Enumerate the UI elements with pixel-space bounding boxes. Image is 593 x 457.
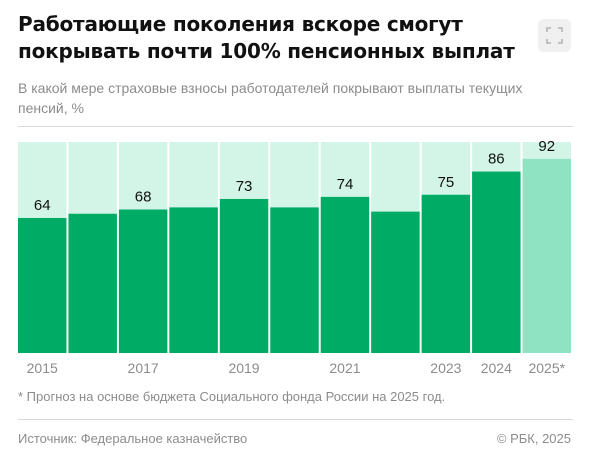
chart-subtitle: В какой мере страховые взносы работодате…	[18, 80, 523, 116]
bar-2019	[219, 198, 269, 353]
chart-title: Работающие поколения вскоре смогут покры…	[18, 12, 515, 63]
source-text: Источник: Федеральное казначейство	[18, 431, 248, 446]
bottom-divider	[18, 419, 573, 420]
bar-chart: 64 2015 68 2017 73 2019 74 2021 75 2023 86 2024 92 20…	[18, 138, 571, 376]
data-label: 64	[34, 197, 51, 214]
bar-2024	[472, 171, 521, 353]
top-divider	[18, 126, 573, 127]
x-tick-label: 2021	[329, 360, 360, 376]
forecast-footnote: * Прогноз на основе бюджета Социального …	[18, 389, 446, 404]
bar-2022	[371, 211, 420, 353]
data-label: 86	[488, 151, 505, 168]
bar-2015	[18, 217, 67, 353]
x-tick-label: 2017	[128, 360, 159, 376]
data-label: 74	[337, 176, 354, 193]
expand-button[interactable]	[538, 19, 571, 52]
expand-icon	[546, 27, 563, 44]
x-tick-label: 2025*	[528, 360, 565, 376]
data-label: 68	[135, 189, 152, 206]
copyright-text: © РБК, 2025	[496, 431, 571, 446]
data-label: 92	[538, 138, 555, 155]
bar-2020	[270, 207, 319, 353]
x-tick-label: 2024	[481, 360, 512, 376]
bar-2025	[522, 158, 571, 353]
x-tick-label: 2015	[27, 360, 58, 376]
x-tick-label: 2023	[430, 360, 461, 376]
bar-2018	[169, 207, 218, 353]
x-tick-label: 2019	[228, 360, 259, 376]
bar-2021	[320, 196, 370, 353]
bar-2016	[68, 213, 117, 353]
bar-2023	[421, 194, 471, 353]
data-label: 75	[438, 174, 455, 191]
data-label: 73	[236, 178, 253, 195]
bar-2017	[118, 209, 168, 353]
